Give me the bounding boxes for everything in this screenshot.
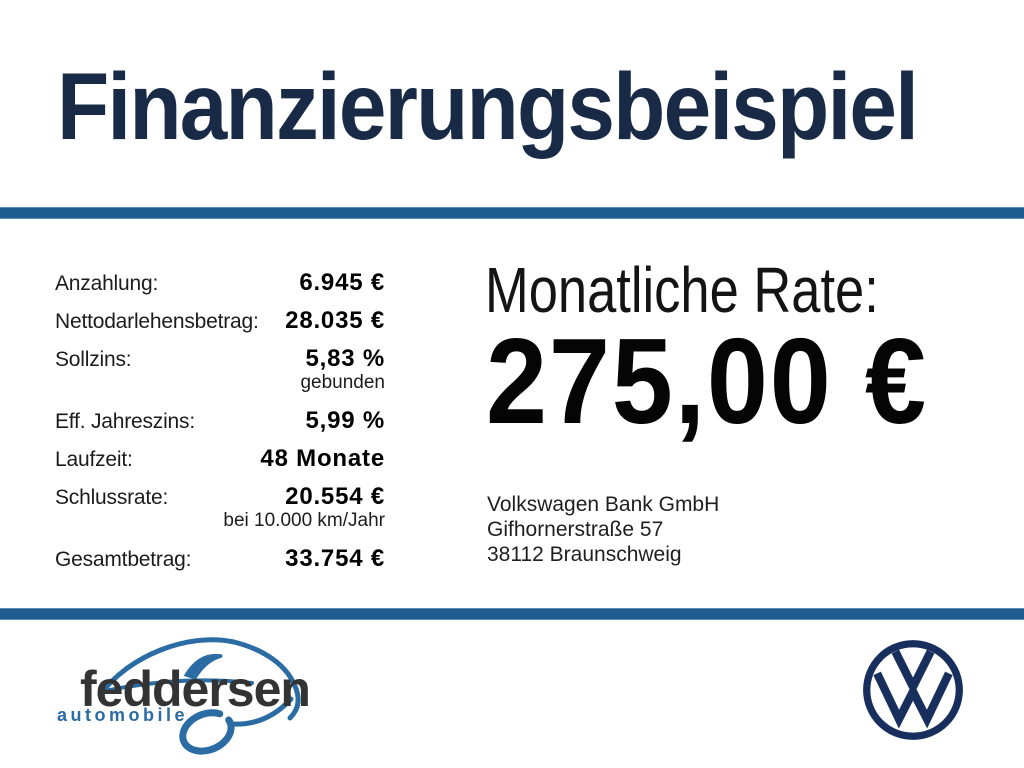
row-note: bei 10.000 km/Jahr [223,510,385,531]
car-outline-icon [97,637,301,755]
row-note: gebunden [300,372,385,393]
page-title: Finanzierungsbeispiel [57,54,919,160]
row-value: 28.035 € [285,307,385,334]
row-value: 6.945 € [299,269,385,296]
row-value: 5,83 % [305,345,385,372]
divider-top [0,207,1024,219]
monthly-rate-amount: 275,00 € [486,313,928,449]
bank-street: Gifhornerstraße 57 [487,518,664,541]
finance-table: Anzahlung: 6.945 € Nettodarlehensbetrag:… [55,269,385,583]
row-label: Sollzins: [55,348,132,371]
row-label: Eff. Jahreszins: [55,410,195,433]
dealer-wordmark: feddersen [80,661,311,717]
row-label: Laufzeit: [55,448,133,471]
table-row: Anzahlung: 6.945 € [55,269,385,296]
row-value: 48 Monate [260,445,385,472]
row-label: Schlussrate: [55,486,169,509]
table-row: Laufzeit: 48 Monate [55,445,385,472]
row-value: 33.754 € [285,545,385,572]
table-row: Sollzins: 5,83 % [55,345,385,372]
dealer-wordmark-sub: automobile [57,705,189,725]
bank-city: 38112 Braunschweig [487,543,682,566]
table-row: Schlussrate: 20.554 € [55,483,385,510]
table-row: Gesamtbetrag: 33.754 € [55,545,385,572]
row-label: Nettodarlehensbetrag: [55,310,259,333]
vw-logo-icon [863,640,963,740]
bank-name: Volkswagen Bank GmbH [487,493,720,516]
table-row: Nettodarlehensbetrag: 28.035 € [55,307,385,334]
row-value: 20.554 € [285,483,385,510]
bank-address: Volkswagen Bank GmbH Gifhornerstraße 57 … [487,492,719,567]
row-label: Anzahlung: [55,272,159,295]
divider-bottom [0,608,1024,620]
row-label: Gesamtbetrag: [55,548,192,571]
row-value: 5,99 % [305,407,385,434]
monthly-rate-heading: Monatliche Rate: [485,254,879,326]
table-row: Eff. Jahreszins: 5,99 % [55,407,385,434]
